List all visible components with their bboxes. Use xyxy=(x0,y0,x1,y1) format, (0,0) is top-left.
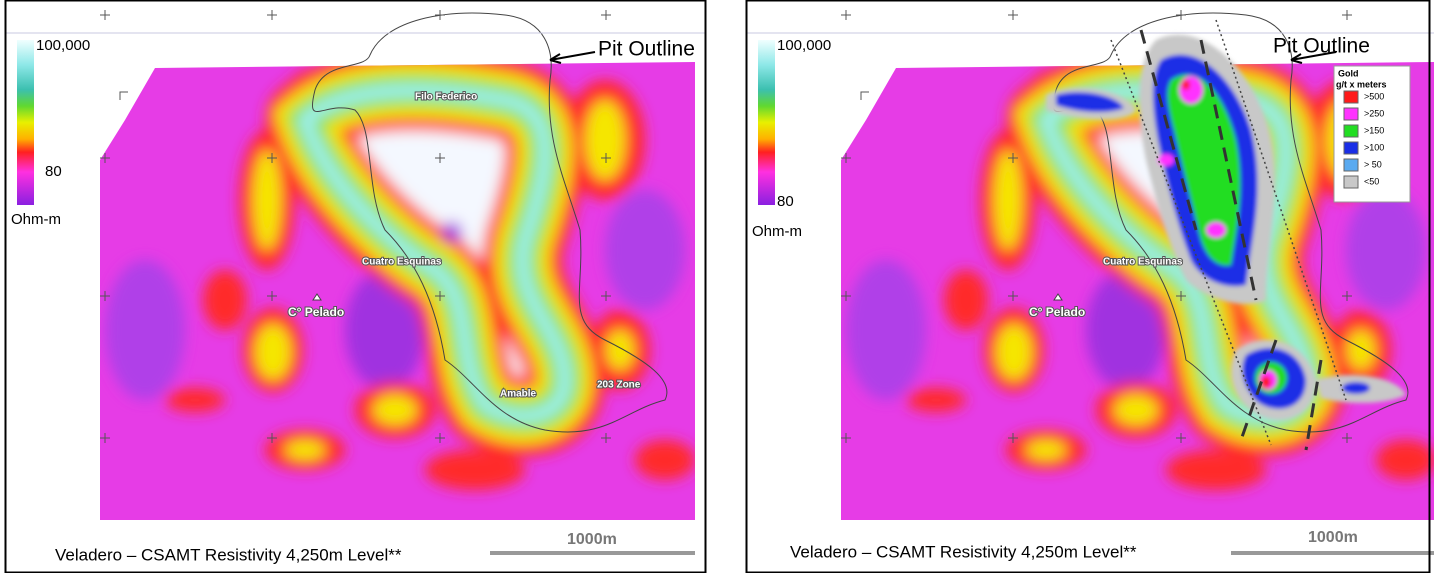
gold-class-label: >100 xyxy=(1364,142,1384,152)
map-instance xyxy=(5,10,705,553)
gold-class-swatch xyxy=(1344,125,1358,137)
place-label: 203 Zone xyxy=(597,380,641,391)
legend-max: 100,000 xyxy=(36,37,90,54)
place-label: Amable xyxy=(500,389,537,400)
callout: Pit Outline xyxy=(598,38,695,61)
scale-label: 1000m xyxy=(567,531,617,548)
gold-class-label: >250 xyxy=(1364,108,1384,118)
callout: Pit Outline xyxy=(1273,35,1370,58)
figure: 100,000 80 Ohm-m Pit Outline Filo Federi… xyxy=(0,0,1434,573)
place-label: Filo Federico xyxy=(415,92,477,103)
legend-unit: Ohm-m xyxy=(752,223,802,240)
right-panel: Gold g/t x meters >500 >250 >150 >100 > 50 <5… xyxy=(746,1,1434,573)
place-label: C° Pelado xyxy=(1029,305,1085,319)
gold-class-label: > 50 xyxy=(1364,159,1382,169)
gold-class-swatch xyxy=(1344,142,1358,154)
gold-legend-title: Gold xyxy=(1338,68,1359,78)
place-label: Cuatro Esquinas xyxy=(362,257,442,268)
legend-min: 80 xyxy=(777,193,794,210)
legend-min: 80 xyxy=(45,163,62,180)
gold-class-swatch xyxy=(1344,159,1358,171)
gold-class-swatch xyxy=(1344,91,1358,103)
gold-class-swatch xyxy=(1344,176,1358,188)
place-label: Cuatro Esquinas xyxy=(1103,257,1183,268)
gold-class-label: >150 xyxy=(1364,125,1384,135)
gold-legend: Gold g/t x meters >500 >250 >150 >100 > 50 <5… xyxy=(1334,66,1410,202)
gold-class-label: >500 xyxy=(1364,91,1384,101)
caption: Veladero – CSAMT Resistivity 4,250m Leve… xyxy=(790,542,1137,561)
place-label: C° Pelado xyxy=(288,305,344,319)
gold-class-label: <50 xyxy=(1364,176,1379,186)
gold-class-swatch xyxy=(1344,108,1358,120)
gold-legend-subtitle: g/t x meters xyxy=(1336,79,1387,89)
caption: Veladero – CSAMT Resistivity 4,250m Leve… xyxy=(55,545,402,564)
scale-label: 1000m xyxy=(1308,529,1358,546)
left-panel: 100,000 80 Ohm-m Pit Outline Filo Federi… xyxy=(5,1,706,573)
legend-unit: Ohm-m xyxy=(11,211,61,228)
legend-max: 100,000 xyxy=(777,37,831,54)
